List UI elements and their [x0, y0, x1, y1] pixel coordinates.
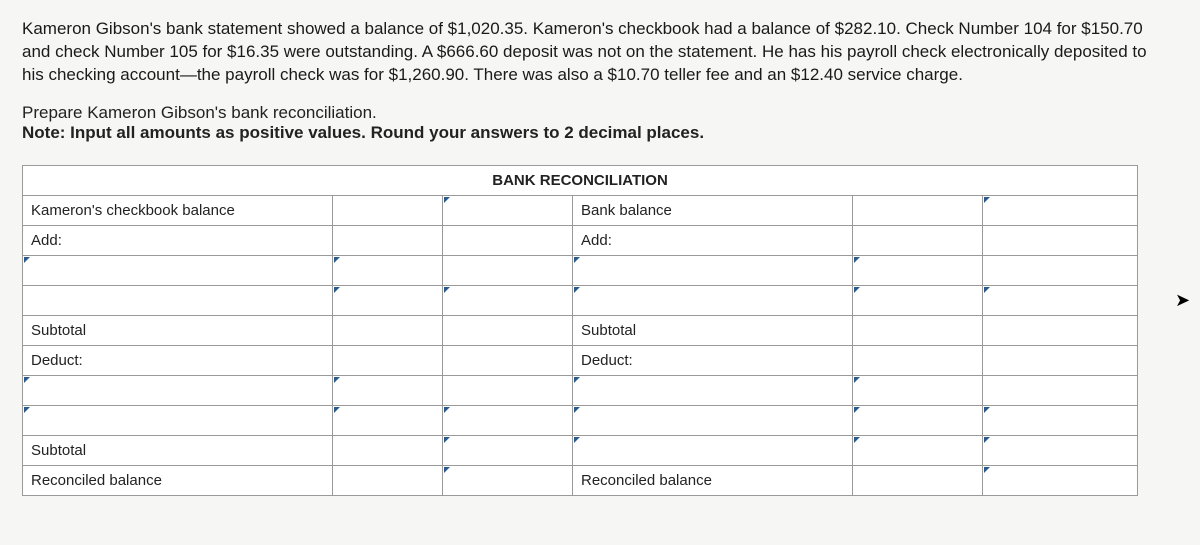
right-subtotal-label: Subtotal [573, 315, 853, 345]
left-deduct-item-1-v2[interactable] [443, 375, 573, 405]
right-subtotal-v1[interactable] [853, 315, 983, 345]
right-add-item-1-v2[interactable] [983, 255, 1138, 285]
right-add-v1[interactable] [853, 225, 983, 255]
left-deduct-item-2[interactable] [23, 405, 333, 435]
left-subtotal-v2[interactable] [443, 315, 573, 345]
bank-balance-v1[interactable] [853, 195, 983, 225]
table-title: BANK RECONCILIATION [23, 165, 1138, 195]
left-subtotal-v1[interactable] [333, 315, 443, 345]
right-deduct-item-2-v2[interactable] [983, 405, 1138, 435]
right-reconciled-v1[interactable] [853, 465, 983, 495]
left-add-item-2-v1[interactable] [333, 285, 443, 315]
right-deduct-item-1[interactable] [573, 375, 853, 405]
left-reconciled-v2[interactable] [443, 465, 573, 495]
left-add-v1[interactable] [333, 225, 443, 255]
right-deduct-item-2[interactable] [573, 405, 853, 435]
checkbook-balance-v2[interactable] [443, 195, 573, 225]
checkbook-balance-label: Kameron's checkbook balance [23, 195, 333, 225]
checkbook-balance-v1[interactable] [333, 195, 443, 225]
right-add-item-2[interactable] [573, 285, 853, 315]
bank-balance-v2[interactable] [983, 195, 1138, 225]
right-deduct-item-1-v2[interactable] [983, 375, 1138, 405]
right-add-v2[interactable] [983, 225, 1138, 255]
right-deduct-label: Deduct: [573, 345, 853, 375]
left-deduct-item-1[interactable] [23, 375, 333, 405]
note-line: Note: Input all amounts as positive valu… [22, 123, 1178, 143]
left-deduct-v2[interactable] [443, 345, 573, 375]
mouse-cursor-icon: ➤ [1175, 290, 1190, 311]
left-subtotal2-v2[interactable] [443, 435, 573, 465]
left-subtotal2-label: Subtotal [23, 435, 333, 465]
bank-reconciliation-table: BANK RECONCILIATION Kameron's checkbook … [22, 165, 1138, 496]
left-deduct-item-2-v1[interactable] [333, 405, 443, 435]
right-add-item-1[interactable] [573, 255, 853, 285]
left-add-item-2[interactable] [23, 285, 333, 315]
right-deduct-item-1-v1[interactable] [853, 375, 983, 405]
left-add-item-1-v1[interactable] [333, 255, 443, 285]
left-deduct-item-1-v1[interactable] [333, 375, 443, 405]
right-extra-v2[interactable] [983, 435, 1138, 465]
left-deduct-v1[interactable] [333, 345, 443, 375]
right-subtotal-v2[interactable] [983, 315, 1138, 345]
left-add-item-2-v2[interactable] [443, 285, 573, 315]
right-extra-row[interactable] [573, 435, 853, 465]
left-add-label: Add: [23, 225, 333, 255]
right-deduct-v1[interactable] [853, 345, 983, 375]
problem-statement: Kameron Gibson's bank statement showed a… [22, 18, 1172, 87]
left-reconciled-label: Reconciled balance [23, 465, 333, 495]
bank-balance-label: Bank balance [573, 195, 853, 225]
right-deduct-v2[interactable] [983, 345, 1138, 375]
right-add-item-1-v1[interactable] [853, 255, 983, 285]
left-subtotal2-v1[interactable] [333, 435, 443, 465]
prepare-instruction: Prepare Kameron Gibson's bank reconcilia… [22, 103, 1178, 123]
right-deduct-item-2-v1[interactable] [853, 405, 983, 435]
left-add-v2[interactable] [443, 225, 573, 255]
right-reconciled-v2[interactable] [983, 465, 1138, 495]
left-reconciled-v1[interactable] [333, 465, 443, 495]
left-subtotal-label: Subtotal [23, 315, 333, 345]
left-deduct-item-2-v2[interactable] [443, 405, 573, 435]
right-add-item-2-v2[interactable] [983, 285, 1138, 315]
left-add-item-1-v2[interactable] [443, 255, 573, 285]
left-deduct-label: Deduct: [23, 345, 333, 375]
right-add-label: Add: [573, 225, 853, 255]
right-add-item-2-v1[interactable] [853, 285, 983, 315]
right-reconciled-label: Reconciled balance [573, 465, 853, 495]
right-extra-v1[interactable] [853, 435, 983, 465]
left-add-item-1[interactable] [23, 255, 333, 285]
